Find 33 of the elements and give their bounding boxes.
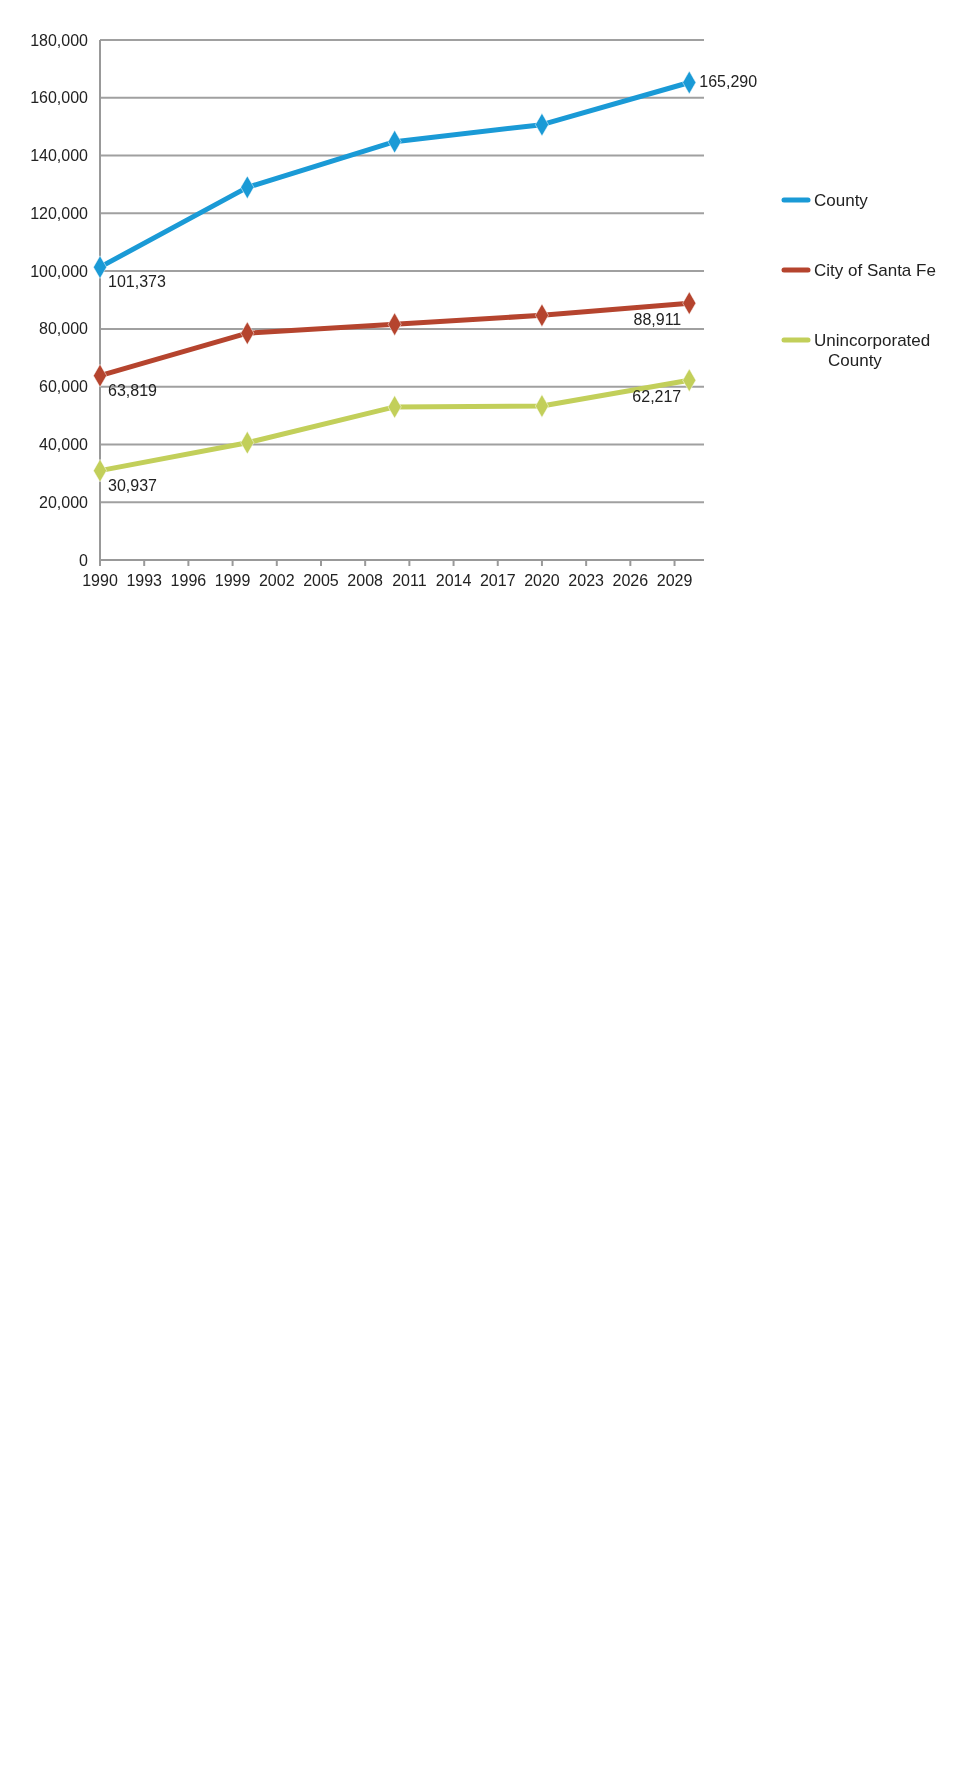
data-label: 62,217 <box>632 388 682 406</box>
data-label: 101,373 <box>108 273 166 291</box>
data-label: 88,911 <box>633 311 682 329</box>
y-tick-label: 0 <box>79 551 89 569</box>
y-tick-label: 160,000 <box>30 89 89 107</box>
x-tick-label: 2002 <box>258 572 295 589</box>
x-tick-label: 1993 <box>126 572 163 589</box>
x-tick-label: 2011 <box>392 572 427 589</box>
y-tick-label: 60,000 <box>39 378 89 396</box>
x-tick-label: 2017 <box>479 572 516 589</box>
y-tick-label: 180,000 <box>30 31 89 49</box>
y-tick-label: 120,000 <box>30 204 89 222</box>
y-tick-label: 80,000 <box>39 320 89 338</box>
x-tick-label: 2005 <box>303 572 339 589</box>
legend-label: Unincorporated County <box>814 330 931 371</box>
x-tick-label: 2029 <box>656 572 693 589</box>
data-label: 63,819 <box>108 381 158 399</box>
y-tick-label: 100,000 <box>30 262 89 280</box>
x-tick-label: 2014 <box>435 572 472 589</box>
y-tick-label: 40,000 <box>39 436 89 454</box>
x-tick-label: 2026 <box>612 572 649 589</box>
data-label: 165,290 <box>699 73 758 91</box>
x-tick-label: 1990 <box>82 572 118 589</box>
x-tick-label: 1999 <box>214 572 251 589</box>
y-tick-label: 140,000 <box>30 147 89 165</box>
x-tick-label: 2020 <box>524 572 560 589</box>
x-tick-label: 1996 <box>170 572 207 589</box>
x-tick-label: 2008 <box>347 572 384 589</box>
x-tick-label: 2023 <box>568 572 605 589</box>
legend-label: County <box>814 190 869 210</box>
data-label: 30,937 <box>108 476 158 494</box>
y-tick-label: 20,000 <box>39 493 89 511</box>
legend-label: City of Santa Fe <box>814 260 936 280</box>
